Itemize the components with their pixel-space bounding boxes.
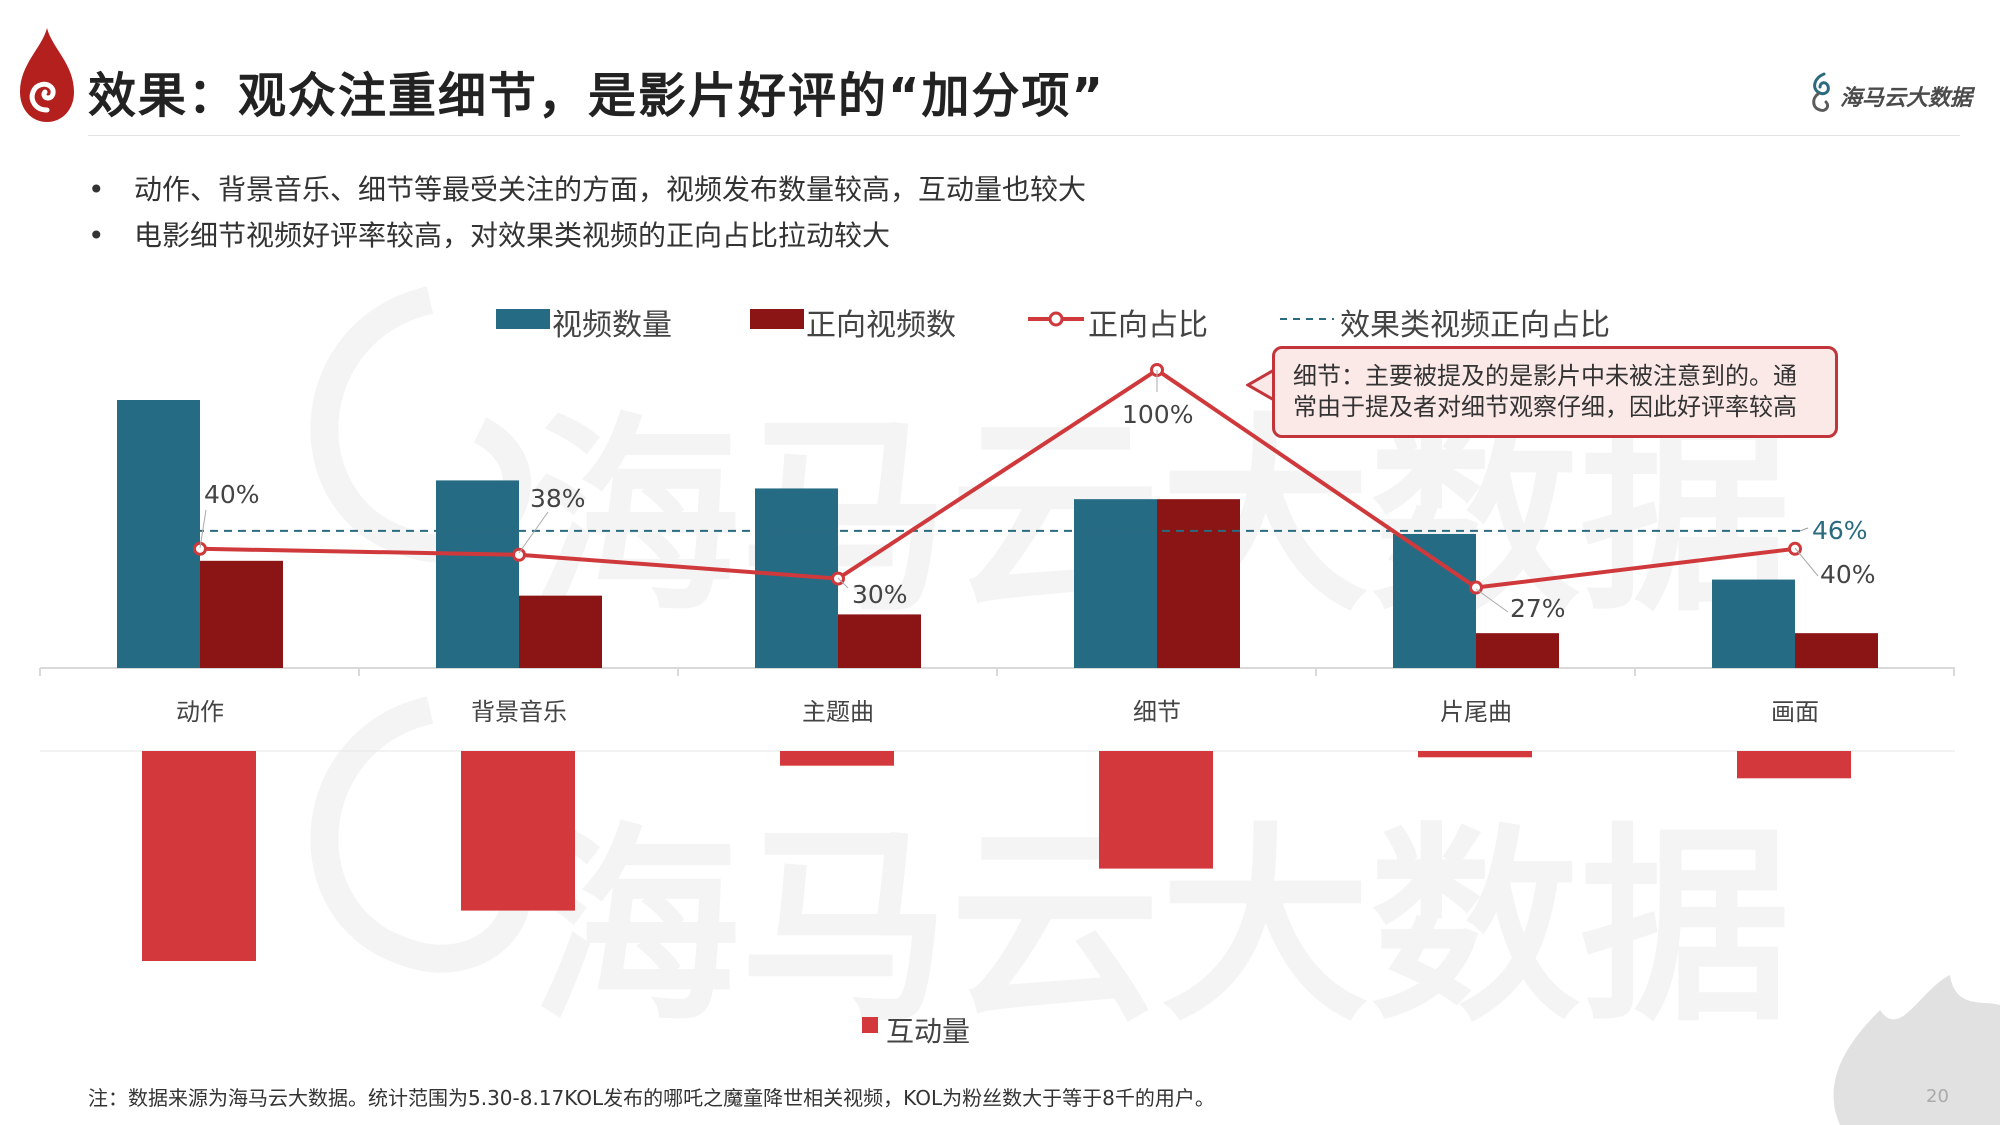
category-label: 细节 [1133, 698, 1181, 726]
bullet-item-2: • 电影细节视频好评率较高，对效果类视频的正向占比拉动较大 [88, 219, 891, 252]
bar-video-count [1393, 534, 1476, 668]
bar-interaction [142, 751, 256, 961]
point-positive-ratio [512, 547, 526, 562]
data-label-ratio: 40% [1820, 560, 1876, 589]
legend-label-interaction: 互动量 [886, 1015, 971, 1048]
legend-marker-positive-ratio-dot [1048, 311, 1064, 327]
data-label-ratio: 100% [1122, 400, 1194, 429]
bar-positive-count [1795, 633, 1878, 668]
bar-interaction [1418, 751, 1532, 758]
bar-video-count [117, 400, 200, 668]
category-label: 画面 [1771, 698, 1819, 726]
label-leader-line [199, 509, 207, 549]
label-leader-line [837, 577, 849, 589]
category-label: 动作 [176, 698, 224, 726]
bullet-item-1: • 动作、背景音乐、细节等最受关注的方面，视频发布数量较高，互动量也较大 [88, 173, 1087, 206]
data-label-ratio: 27% [1510, 594, 1566, 623]
category-label: 主题曲 [802, 698, 874, 726]
data-label-ratio: 38% [530, 484, 586, 513]
label-leader-line [1794, 547, 1819, 577]
legend-label-positive-count: 正向视频数 [806, 308, 956, 343]
brand-name: 海马云大数据 [1840, 86, 1973, 111]
callout-box: 细节：主要被提及的是影片中未被注意到的。通常由于提及者对细节观察仔细，因此好评率… [1272, 346, 1838, 438]
flame-swirl-icon [20, 28, 74, 122]
point-positive-ratio [1469, 580, 1483, 595]
bar-video-count [1712, 579, 1795, 668]
legend-marker-positive-count [750, 309, 804, 329]
point-positive-ratio [193, 541, 207, 556]
bar-positive-count [519, 595, 602, 668]
line-positive-ratio [199, 367, 1796, 590]
category-label: 背景音乐 [471, 698, 567, 726]
label-leader-line [518, 511, 549, 554]
bar-interaction [780, 751, 894, 766]
legend-marker-video-count [496, 309, 550, 329]
legend-label-positive-ratio: 正向占比 [1088, 308, 1208, 343]
average-leader-line [1799, 527, 1809, 532]
bullet-text: 动作、背景音乐、细节等最受关注的方面，视频发布数量较高，互动量也较大 [134, 173, 1087, 206]
bar-interaction [1099, 751, 1213, 869]
bullet-text: 电影细节视频好评率较高，对效果类视频的正向占比拉动较大 [134, 219, 891, 252]
bar-positive-count [200, 560, 283, 668]
data-label-average: 46% [1812, 516, 1868, 545]
bar-positive-count [1476, 633, 1559, 668]
bar-positive-count [838, 614, 921, 668]
label-leader-line [1475, 588, 1509, 613]
bar-interaction [1737, 751, 1851, 779]
footnote: 注：数据来源为海马云大数据。统计范围为5.30-8.17KOL发布的哪吒之魔童降… [88, 1086, 1215, 1110]
callout-pointer [1246, 368, 1275, 402]
legend-label-video-count: 视频数量 [552, 308, 672, 343]
page-title: 效果：观众注重细节，是影片好评的“加分项” [88, 68, 1106, 124]
legend-marker-interaction [862, 1017, 878, 1033]
legend-label-average: 效果类视频正向占比 [1340, 308, 1610, 343]
bar-video-count [1074, 499, 1157, 668]
bar-positive-count [1157, 499, 1240, 668]
page-number: 20 [1926, 1086, 1949, 1107]
category-label: 片尾曲 [1440, 698, 1512, 726]
bar-interaction [461, 751, 575, 911]
header-divider [88, 135, 1960, 136]
data-label-ratio: 30% [852, 580, 908, 609]
bar-video-count [436, 480, 519, 668]
data-label-ratio: 40% [204, 480, 260, 509]
brand-logo-icon [1812, 72, 1830, 112]
